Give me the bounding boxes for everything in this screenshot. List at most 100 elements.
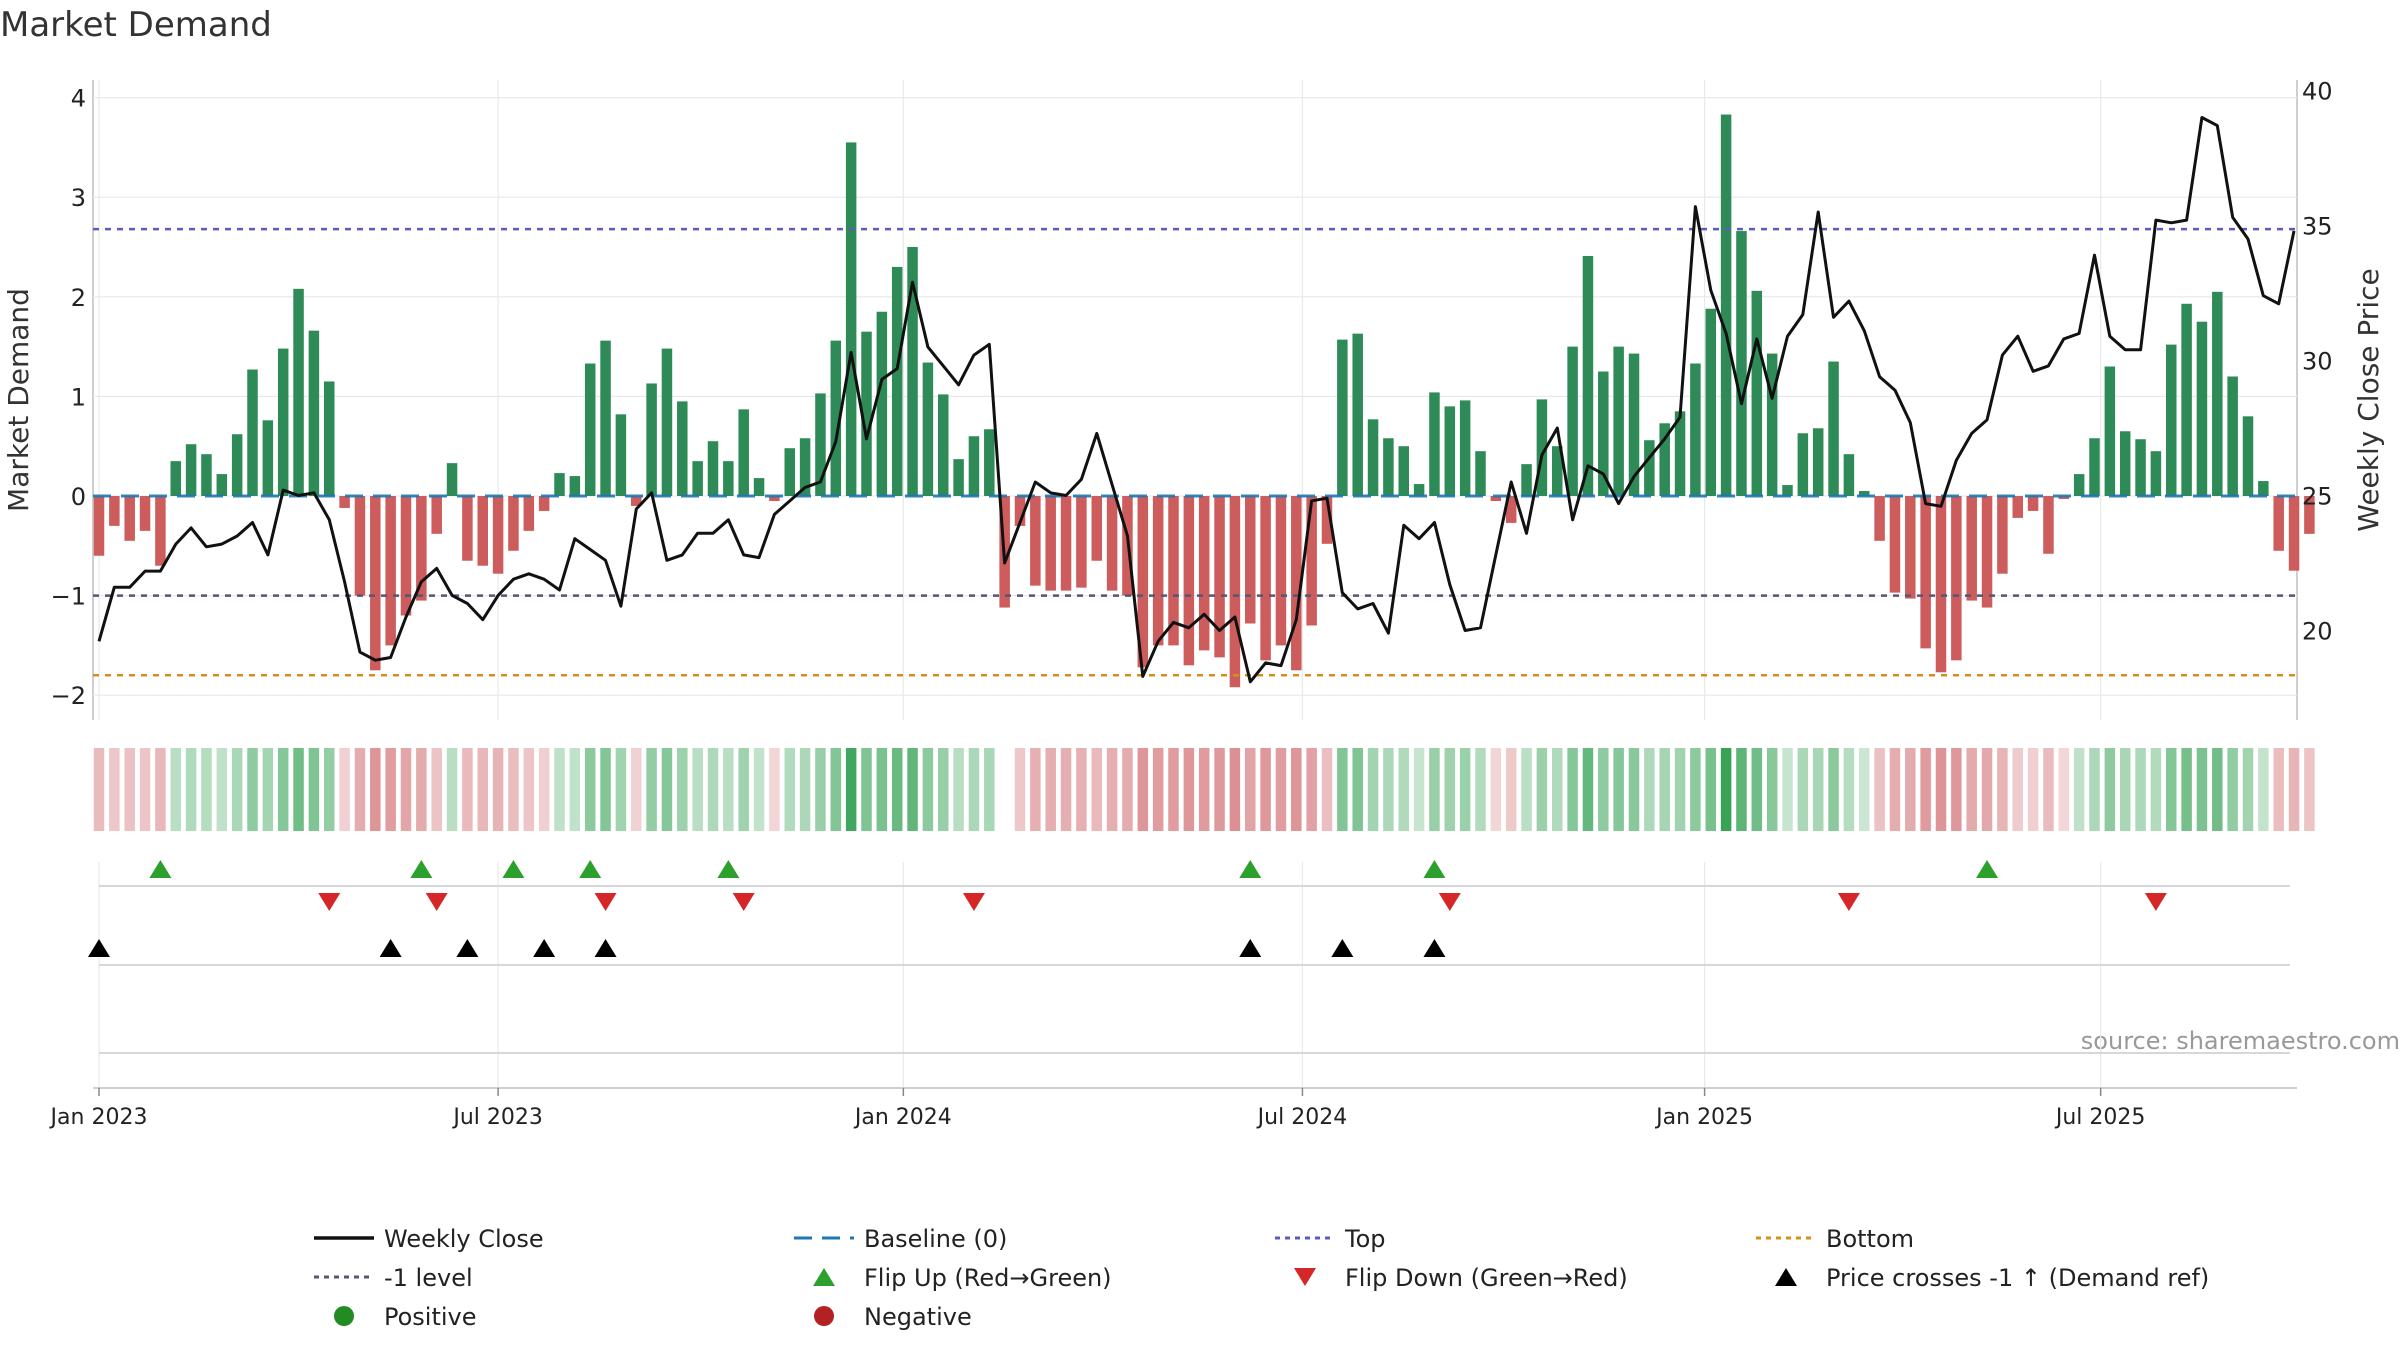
negative-demand-bar <box>385 496 396 646</box>
flip-up-marker <box>1423 860 1446 878</box>
positive-strip-cell <box>1567 748 1578 831</box>
y-tick-label: 3 <box>71 184 86 212</box>
negative-demand-bar <box>109 496 120 526</box>
positive-demand-bar <box>2119 431 2131 496</box>
positive-strip-cell <box>1459 748 1471 831</box>
negative-strip-cell <box>1889 748 1901 831</box>
negative-demand-bar <box>1306 496 1317 626</box>
axis-ticks: −2 −1 0 1 2 3 4 20 25 30 35 40 <box>51 78 2333 711</box>
positive-strip-cell <box>1367 748 1379 831</box>
negative-demand-bar <box>1275 496 1287 646</box>
positive-demand-bar <box>1843 454 1855 496</box>
negative-strip-cell <box>1291 748 1302 831</box>
y-tick-label: 4 <box>71 85 86 113</box>
positive-strip-cell <box>1475 748 1486 831</box>
positive-strip-cell <box>1751 748 1763 831</box>
negative-strip-cell <box>508 748 519 831</box>
positive-demand-bar <box>1367 419 1379 496</box>
price-cross-marker <box>1239 939 1262 957</box>
negative-strip-cell <box>1229 748 1241 831</box>
positive-strip-cell <box>1337 748 1348 831</box>
positive-demand-bar <box>2166 344 2177 496</box>
positive-demand-bar <box>1459 400 1471 496</box>
positive-demand-bar <box>938 394 949 496</box>
positive-strip-cell <box>938 748 949 831</box>
positive-demand-bar <box>2196 321 2208 496</box>
price-cross-marker <box>1423 939 1446 957</box>
positive-strip-cell <box>308 748 320 831</box>
negative-demand-bar <box>1076 496 1087 588</box>
negative-demand-bar <box>339 496 350 508</box>
positive-demand-bar <box>1690 363 1701 496</box>
positive-strip-cell <box>2089 748 2100 831</box>
positive-strip-cell <box>1582 748 1594 831</box>
price-cross-marker <box>456 939 479 957</box>
positive-strip-cell <box>661 748 673 831</box>
negative-strip-cell <box>492 748 504 831</box>
y2-tick-label: 40 <box>2302 78 2333 106</box>
legend-label: Price crosses -1 ↑ (Demand ref) <box>1826 1264 2209 1292</box>
price-cross-marker <box>379 939 402 957</box>
positive-strip-cell <box>1413 748 1425 831</box>
price-cross-marker <box>533 939 556 957</box>
negative-demand-bar <box>1951 496 1962 661</box>
positive-strip-cell <box>1398 748 1409 831</box>
negative-strip-cell <box>385 748 396 831</box>
positive-strip-cell <box>1521 748 1532 831</box>
positive-strip-cell <box>1352 748 1363 831</box>
positive-demand-bar <box>661 348 673 496</box>
legend-label: Flip Down (Green→Red) <box>1345 1264 1628 1292</box>
negative-demand-bar <box>1045 496 1056 591</box>
negative-demand-bar <box>492 496 504 574</box>
negative-demand-bar <box>1152 496 1164 646</box>
negative-demand-bar <box>508 496 519 551</box>
positive-strip-cell <box>231 748 243 831</box>
positive-strip-cell <box>677 748 688 831</box>
positive-demand-bar <box>1413 484 1425 496</box>
positive-strip-cell <box>1812 748 1824 831</box>
negative-demand-bar <box>2012 496 2023 518</box>
weekly-close-line <box>97 116 2296 684</box>
negative-strip-cell <box>1076 748 1087 831</box>
negative-strip-cell <box>2304 748 2315 831</box>
positive-strip-cell <box>1690 748 1701 831</box>
event-markers <box>88 860 2290 1054</box>
negative-demand-bar <box>523 496 535 531</box>
negative-demand-bar <box>1291 496 1302 671</box>
negative-demand-bar <box>1889 496 1901 593</box>
positive-demand-bar <box>584 363 596 496</box>
positive-demand-bar <box>1828 361 1839 496</box>
positive-strip-cell <box>845 748 857 831</box>
negative-demand-bar <box>2043 496 2054 554</box>
positive-demand-bar <box>1582 255 1594 496</box>
positive-strip-cell <box>2073 748 2085 831</box>
negative-strip-cell <box>523 748 535 831</box>
negative-strip-cell <box>339 748 350 831</box>
positive-demand-bar <box>815 393 826 496</box>
positive-strip-cell <box>1720 748 1732 831</box>
positive-strip-cell <box>2150 748 2162 831</box>
positive-demand-bar <box>1613 346 1624 496</box>
positive-strip-cell <box>2258 748 2269 831</box>
positive-strip-cell <box>216 748 228 831</box>
source-label: source: sharemaestro.com <box>2081 1027 2400 1055</box>
flip-down-marker <box>594 893 617 911</box>
positive-strip-cell <box>907 748 918 831</box>
positive-strip-cell <box>2135 748 2146 831</box>
positive-demand-bar <box>646 383 657 496</box>
negative-demand-bar <box>1183 496 1195 666</box>
negative-strip-cell <box>2058 748 2070 831</box>
positive-demand-bar <box>1659 423 1670 496</box>
positive-demand-bar <box>262 420 274 496</box>
negative-strip-cell <box>2288 748 2300 831</box>
negative-demand-bar <box>1997 496 2008 574</box>
flip-up-marker <box>410 860 433 878</box>
negative-strip-cell <box>1045 748 1056 831</box>
negative-strip-cell <box>1168 748 1179 831</box>
positive-demand-bar <box>723 461 734 496</box>
positive-demand-bar <box>293 288 304 496</box>
legend-swatch-negative <box>814 1306 834 1326</box>
positive-strip-cell <box>262 748 274 831</box>
positive-demand-bar <box>308 330 320 496</box>
